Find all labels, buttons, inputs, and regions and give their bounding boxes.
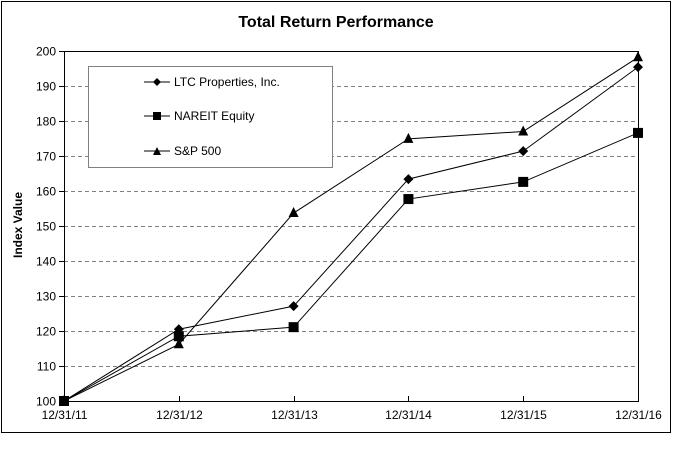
square-marker-icon <box>518 176 529 187</box>
y-tick-label: 140 <box>36 255 56 269</box>
diamond-marker-icon <box>288 301 299 312</box>
y-tick-label: 120 <box>36 325 56 339</box>
diamond-marker-icon <box>403 174 414 185</box>
triangle-marker-icon <box>403 132 414 143</box>
y-tick-label: 100 <box>36 395 56 409</box>
triangle-marker-icon <box>288 207 299 218</box>
square-marker-icon <box>144 112 170 120</box>
triangle-marker-icon <box>173 338 184 349</box>
x-tick-label: 12/31/12 <box>156 408 203 422</box>
legend-item-sp500: S&P 500 <box>144 143 221 159</box>
square-marker-icon <box>173 331 184 342</box>
triangle-marker-icon <box>59 395 69 405</box>
y-tick-label: 110 <box>37 360 56 374</box>
square-marker-icon <box>633 127 643 138</box>
square-marker-icon <box>288 322 299 333</box>
series-line <box>63 66 639 402</box>
diamond-marker-icon <box>633 62 643 73</box>
triangle-marker-icon <box>518 125 529 136</box>
legend: LTC Properties, Inc. NAREIT Equity S&P 5… <box>88 66 333 168</box>
series-line <box>63 56 639 402</box>
series-line <box>63 132 639 402</box>
y-tick-label: 130 <box>36 290 56 304</box>
x-tick-label: 12/31/16 <box>615 408 662 422</box>
triangle-marker-icon <box>144 147 170 155</box>
chart-title: Total Return Performance <box>238 14 434 31</box>
legend-item-ltc: LTC Properties, Inc. <box>144 74 280 90</box>
y-tick-label: 160 <box>36 185 56 199</box>
diamond-marker-icon <box>144 78 170 86</box>
x-tick-label: 12/31/14 <box>385 408 432 422</box>
y-tick-label: 170 <box>36 150 56 164</box>
square-marker-icon <box>403 194 414 205</box>
legend-label: S&P 500 <box>174 144 222 158</box>
x-tick-label: 12/31/11 <box>42 408 88 422</box>
y-tick-label: 150 <box>36 220 56 234</box>
legend-item-nareit: NAREIT Equity <box>144 108 254 124</box>
y-tick-label: 200 <box>36 45 56 59</box>
triangle-marker-icon <box>633 51 643 62</box>
x-tick-label: 12/31/13 <box>271 408 318 422</box>
x-tick-label: 12/31/15 <box>500 408 547 422</box>
y-tick-label: 190 <box>36 80 56 94</box>
y-tick-label: 180 <box>36 115 56 129</box>
legend-label: NAREIT Equity <box>174 109 255 123</box>
legend-label: LTC Properties, Inc. <box>174 75 280 89</box>
diamond-marker-icon <box>518 146 529 157</box>
